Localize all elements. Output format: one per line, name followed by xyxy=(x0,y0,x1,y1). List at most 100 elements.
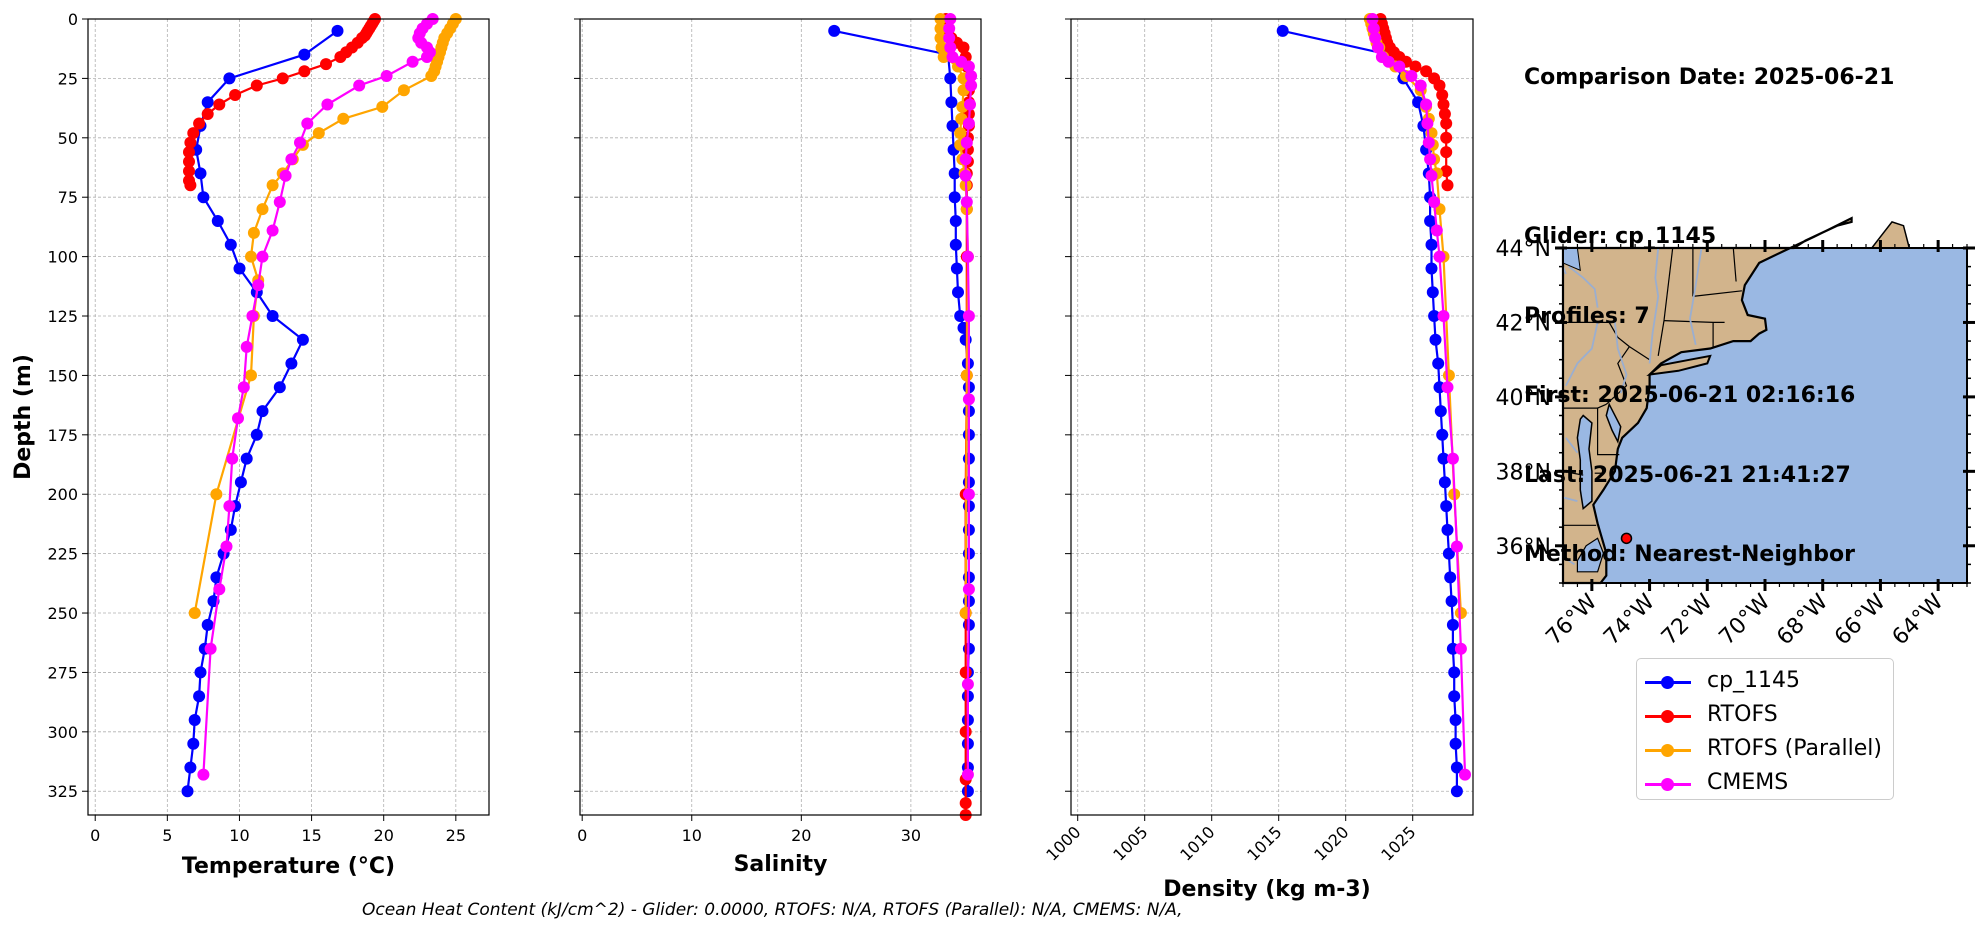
x-axis-label: Temperature (°C) xyxy=(182,854,395,879)
data-point xyxy=(250,79,263,92)
data-point xyxy=(1425,238,1438,251)
data-point xyxy=(1430,224,1443,237)
legend-label-rtofs-parallel: RTOFS (Parallel) xyxy=(1707,736,1882,761)
lon-tick-label: 72°W xyxy=(1657,589,1718,650)
data-point xyxy=(948,191,961,204)
delaware-bay xyxy=(1605,402,1622,444)
x-axis-label: Density (kg m-3) xyxy=(1163,877,1371,902)
data-point xyxy=(296,333,309,346)
data-point xyxy=(1426,286,1439,299)
data-point xyxy=(960,196,973,208)
x-tick-label: 1000 xyxy=(1042,822,1084,864)
data-point xyxy=(233,262,246,275)
data-point xyxy=(1441,523,1454,536)
y-tick-label: 100 xyxy=(47,248,78,267)
data-point xyxy=(1420,65,1433,78)
lon-tick-label: 64°W xyxy=(1888,589,1949,650)
data-point xyxy=(935,41,948,54)
data-point xyxy=(197,768,210,781)
glider-name: Glider: cp_1145 xyxy=(1524,224,1717,249)
data-point xyxy=(962,310,975,322)
data-point xyxy=(962,583,975,596)
data-point xyxy=(380,70,393,82)
data-point xyxy=(204,642,217,655)
x-tick-label: 1020 xyxy=(1310,822,1352,864)
data-point xyxy=(247,226,260,239)
legend-item-cmems: CMEMS xyxy=(1637,767,1893,801)
data-point xyxy=(954,310,967,322)
data-point xyxy=(298,65,311,78)
data-point xyxy=(962,393,975,406)
data-point xyxy=(181,785,194,798)
glider-location-map: 44°N 42°N 40°N 38°N 36°N 76°W74°W72°W70°W68°W… xyxy=(1496,216,1975,650)
data-point xyxy=(1450,761,1463,774)
data-point xyxy=(187,127,200,140)
data-point xyxy=(213,98,226,111)
data-point xyxy=(421,51,433,63)
data-point xyxy=(197,191,210,204)
data-point xyxy=(961,785,974,798)
data-point xyxy=(1441,381,1454,394)
data-point xyxy=(949,215,962,227)
axes-frame xyxy=(1070,18,1474,816)
data-point xyxy=(1422,136,1435,149)
data-point xyxy=(1436,428,1449,441)
data-point xyxy=(188,714,201,726)
data-point xyxy=(353,79,366,92)
state-border xyxy=(1597,403,1607,409)
data-point xyxy=(1433,79,1446,92)
profile-count: Profiles: 7 xyxy=(1524,303,1650,329)
lon-tick-label: 66°W xyxy=(1830,589,1891,650)
long-island xyxy=(1646,354,1712,377)
lat-tick-label: 40°N xyxy=(1496,386,1551,411)
data-point xyxy=(246,310,259,322)
lon-tick-label: 76°W xyxy=(1541,589,1602,650)
x-tick-label: 20 xyxy=(374,826,394,845)
data-point xyxy=(961,678,974,691)
data-point xyxy=(188,607,201,619)
data-point xyxy=(183,155,195,168)
y-tick-label: 75 xyxy=(58,188,78,207)
data-point xyxy=(1440,146,1453,159)
data-point xyxy=(210,571,223,584)
data-point xyxy=(1448,690,1461,703)
data-point xyxy=(1424,215,1437,227)
data-point xyxy=(279,169,292,182)
y-tick-label: 200 xyxy=(47,485,78,504)
data-point xyxy=(1424,153,1437,166)
series-cmems xyxy=(1366,13,1471,781)
salinity-profile-plot: 0 10 20 30 Salinity xyxy=(574,13,982,877)
data-point xyxy=(1367,22,1380,35)
legend-label-rtofs: RTOFS xyxy=(1707,702,1778,727)
data-point xyxy=(961,250,974,263)
y-tick-label: 175 xyxy=(47,426,78,445)
data-point xyxy=(232,412,244,425)
data-point xyxy=(187,737,200,750)
data-point xyxy=(256,203,269,216)
data-point xyxy=(220,540,233,553)
data-point xyxy=(959,725,972,738)
data-point xyxy=(950,262,963,275)
land xyxy=(1561,216,1853,585)
data-point xyxy=(959,666,972,679)
data-point xyxy=(934,22,947,35)
legend-marker-cmems xyxy=(1661,778,1674,791)
y-tick-label: 150 xyxy=(47,366,78,385)
comparison-info-block: Comparison Date: 2025-06-21 Glider: cp_1… xyxy=(1524,12,1894,595)
data-point xyxy=(285,357,298,370)
grid xyxy=(580,18,981,815)
grid xyxy=(88,18,489,815)
y-tick-label: 25 xyxy=(58,69,78,88)
data-point xyxy=(1436,89,1449,101)
state-border xyxy=(1663,247,1674,321)
axes-frame xyxy=(579,18,982,816)
data-point xyxy=(273,196,286,208)
x-tick-label: 1005 xyxy=(1109,822,1151,864)
data-point xyxy=(961,768,974,781)
data-point xyxy=(1438,476,1451,489)
y-tick-label: 275 xyxy=(47,663,78,682)
data-point xyxy=(1441,179,1454,192)
data-point xyxy=(273,381,286,394)
last-profile-time: Last: 2025-06-21 21:41:27 xyxy=(1524,462,1851,488)
